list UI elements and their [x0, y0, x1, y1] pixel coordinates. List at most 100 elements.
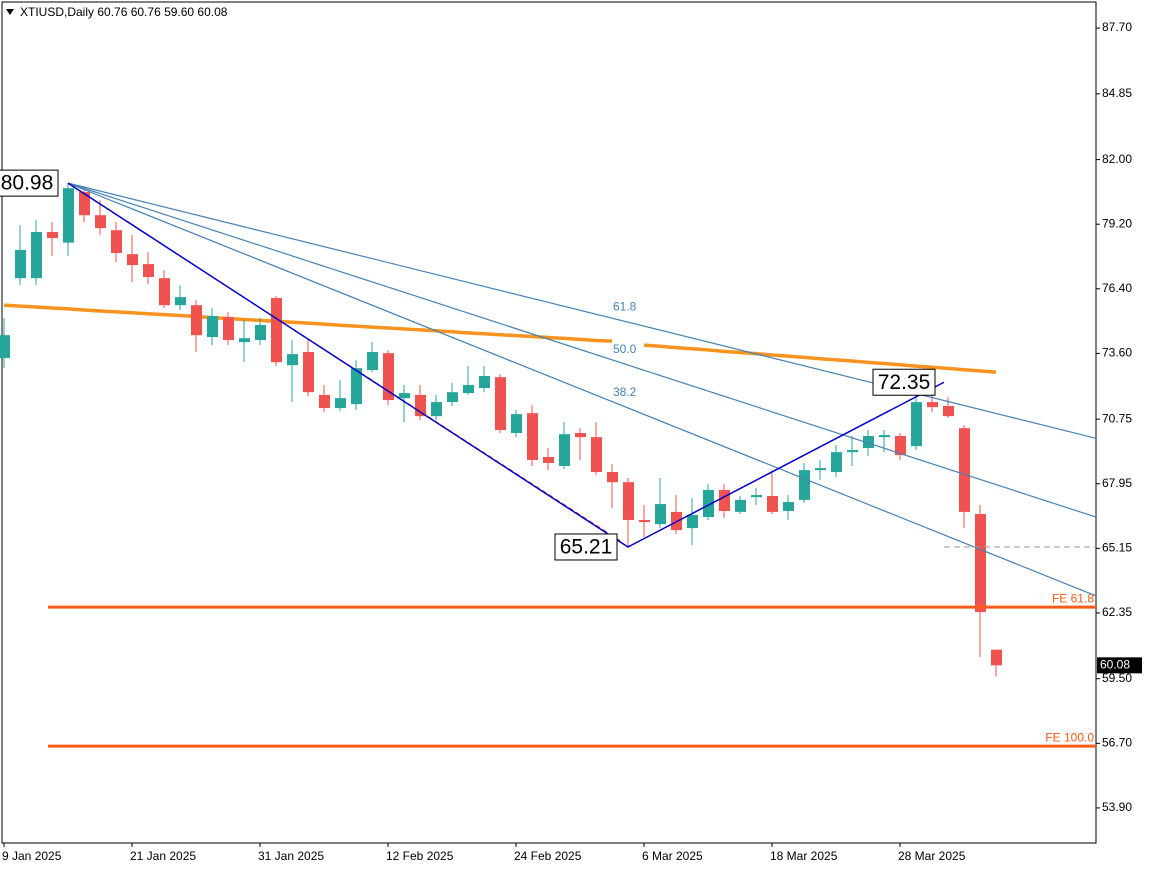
candle-body — [255, 325, 266, 341]
fib-fan-label: 38.2 — [613, 385, 637, 399]
candle-body — [783, 501, 794, 511]
candle-body — [751, 495, 762, 498]
moving-average — [3, 303, 997, 374]
candle-body — [863, 435, 874, 448]
candle-body — [591, 437, 602, 472]
y-tick-label: 82.00 — [1102, 152, 1132, 166]
y-tick-label: 79.20 — [1102, 216, 1132, 230]
candle-body — [335, 398, 346, 409]
candle-body — [959, 428, 970, 512]
candle-body — [511, 414, 522, 433]
candle-body — [607, 471, 618, 483]
candle-body — [15, 250, 26, 279]
y-tick-label: 53.90 — [1102, 800, 1132, 814]
candle-body — [223, 317, 234, 341]
candle-body — [191, 305, 202, 336]
candle-body — [687, 514, 698, 529]
chart-title: XTIUSD,Daily 60.76 60.76 59.60 60.08 — [20, 5, 228, 19]
candle-body — [815, 468, 826, 471]
candle-body — [63, 188, 74, 243]
price-box-label: 65.21 — [560, 536, 613, 559]
y-tick-label: 84.85 — [1102, 86, 1132, 100]
candle-body — [447, 392, 458, 403]
y-tick-label: 62.35 — [1102, 605, 1132, 619]
fib-fan-line — [67, 182, 1097, 518]
y-tick-label: 76.40 — [1102, 281, 1132, 295]
x-tick-label: 6 Mar 2025 — [642, 849, 703, 863]
candle-body — [623, 482, 634, 520]
candle-body — [911, 402, 922, 447]
candle-body — [639, 519, 650, 523]
fib-expansion-label: FE 100.0 — [1045, 730, 1094, 744]
fib-fan-label: 50.0 — [613, 342, 637, 356]
x-tick-label: 31 Jan 2025 — [258, 849, 324, 863]
candle-body — [927, 402, 938, 408]
candle-body — [655, 504, 666, 525]
candle-body — [31, 232, 42, 279]
plot-frame — [1, 1, 1097, 844]
candle-body — [543, 456, 554, 463]
candle-body — [575, 432, 586, 438]
candle-body — [735, 499, 746, 512]
candle-body — [303, 352, 314, 393]
candle-body — [383, 353, 394, 401]
price-box — [554, 533, 618, 561]
price-box — [872, 368, 936, 396]
current-price-label: 60.08 — [1100, 658, 1130, 672]
candle-body — [415, 394, 426, 417]
candle-body — [367, 352, 378, 371]
current-price-box — [1097, 657, 1142, 674]
candle-body — [287, 354, 298, 366]
candle-body — [111, 230, 122, 254]
candle-body — [495, 377, 506, 430]
x-tick-label: 9 Jan 2025 — [2, 849, 62, 863]
y-tick-label: 65.15 — [1102, 541, 1132, 555]
y-tick-label: 73.60 — [1102, 346, 1132, 360]
price-box — [0, 169, 59, 197]
menu-triangle — [6, 9, 14, 15]
candle-body — [703, 489, 714, 517]
y-tick-label: 56.70 — [1102, 735, 1132, 749]
candle-body — [767, 495, 778, 512]
candle-body — [991, 649, 1002, 666]
x-tick-label: 28 Mar 2025 — [898, 849, 966, 863]
candle-body — [895, 435, 906, 456]
candle-body — [271, 298, 282, 363]
candle-body — [879, 435, 890, 438]
candle-body — [351, 368, 362, 405]
candle-body — [95, 215, 106, 229]
x-tick-label: 18 Mar 2025 — [770, 849, 838, 863]
price-box-label: 80.98 — [1, 172, 54, 195]
candle-body — [943, 406, 954, 417]
candle-body — [463, 385, 474, 394]
candle-body — [479, 376, 490, 389]
candle-body — [527, 413, 538, 460]
candle-body — [207, 316, 218, 338]
x-tick-label: 12 Feb 2025 — [386, 849, 454, 863]
candle-body — [831, 452, 842, 472]
candle-body — [559, 434, 570, 466]
candle-body — [239, 338, 250, 343]
fib-fan-line — [67, 182, 1097, 597]
y-tick-label: 70.75 — [1102, 411, 1132, 425]
y-tick-label: 87.70 — [1102, 20, 1132, 34]
swing-line — [67, 182, 945, 548]
candle-body — [847, 450, 858, 453]
candle-body — [47, 232, 58, 239]
y-tick-label: 67.95 — [1102, 476, 1132, 490]
candle-body — [719, 489, 730, 511]
fib-expansion-label: FE 61.8 — [1052, 591, 1094, 605]
x-tick-label: 24 Feb 2025 — [514, 849, 582, 863]
x-tick-label: 21 Jan 2025 — [130, 849, 196, 863]
candle-body — [975, 513, 986, 613]
candle-body — [79, 192, 90, 216]
candle-body — [127, 254, 138, 266]
y-tick-label: 59.50 — [1102, 671, 1132, 685]
candle-body — [799, 470, 810, 500]
candle-body — [143, 264, 154, 278]
price-box-label: 72.35 — [878, 371, 931, 394]
fib-fan-line — [67, 182, 1097, 439]
candle-body — [319, 394, 330, 409]
